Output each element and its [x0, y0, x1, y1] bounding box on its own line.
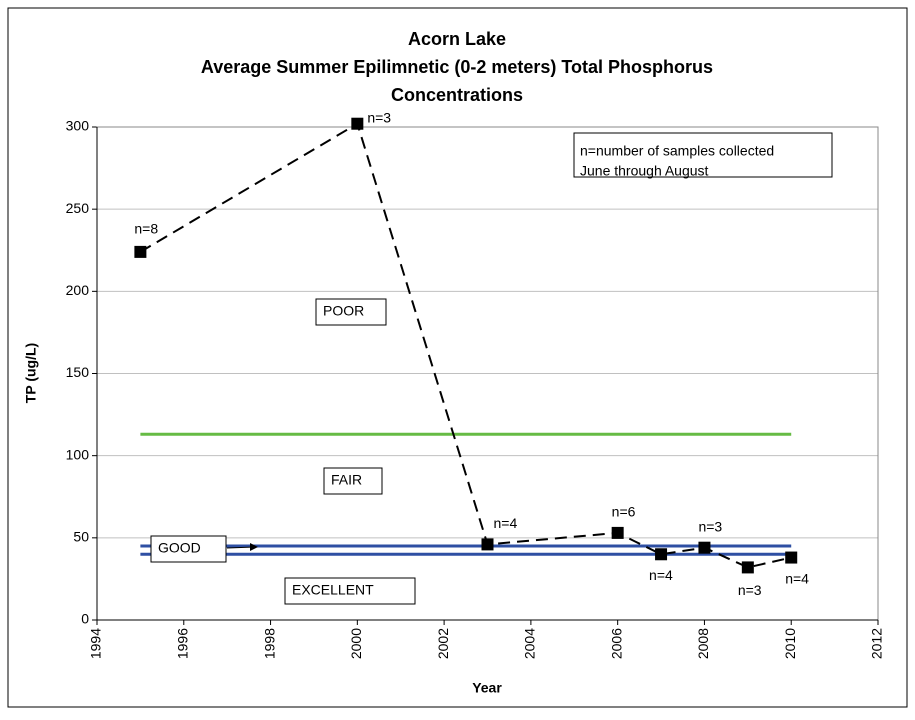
marker [481, 538, 494, 551]
x-tick-label: 2004 [522, 628, 538, 659]
y-tick-label: 50 [73, 529, 89, 545]
note: n=number of samples collected [580, 143, 774, 159]
chart-title: Average Summer Epilimnetic (0-2 meters) … [201, 57, 713, 77]
x-axis-title: Year [472, 680, 502, 696]
x-tick-label: 1996 [174, 628, 190, 659]
note-box [573, 132, 833, 178]
marker [741, 561, 754, 574]
marker [698, 541, 711, 554]
point-label: n=3 [698, 518, 722, 534]
point-label: n=3 [367, 109, 391, 125]
line [139, 122, 792, 569]
point-label: n=4 [649, 567, 673, 583]
x-tick-label: 2006 [608, 628, 624, 659]
y-tick-label: 200 [66, 282, 90, 298]
x-tick-label: 2010 [782, 628, 798, 659]
y-tick-label: 250 [66, 200, 90, 216]
point-label: n=3 [738, 582, 762, 598]
chart-title: Acorn Lake [408, 29, 506, 49]
zone-label: POOR [323, 303, 364, 319]
x-tick-label: 2000 [348, 628, 364, 659]
x-tick-label: 2012 [869, 628, 885, 659]
zone-label: EXCELLENT [292, 582, 374, 598]
x-tick-label: 2002 [435, 628, 451, 659]
zone-label: GOOD [158, 540, 201, 556]
y-tick-label: 0 [81, 611, 89, 627]
note: June through August [580, 163, 709, 179]
marker [655, 548, 668, 561]
x-tick-label: 2008 [695, 628, 711, 659]
frame [7, 7, 908, 708]
x-tick-label: 1994 [88, 628, 104, 659]
y-tick-label: 150 [66, 364, 90, 380]
point-label: n=6 [612, 504, 636, 520]
zone-label-box [315, 298, 387, 326]
zone-label-box [284, 577, 416, 605]
point-label: n=4 [785, 570, 809, 586]
y-tick-label: 100 [66, 446, 90, 462]
marker [134, 245, 147, 258]
marker [351, 117, 364, 130]
arrowhead [250, 543, 258, 551]
zone-label: FAIR [331, 472, 362, 488]
point-label: n=4 [494, 515, 518, 531]
x-tick-label: 1998 [261, 628, 277, 659]
chart-title: Concentrations [391, 85, 523, 105]
point-label: n=8 [134, 221, 158, 237]
y-tick-label: 300 [66, 118, 90, 134]
marker [611, 526, 624, 539]
zone-label-box [323, 467, 383, 495]
zone-label-box [150, 535, 227, 563]
y-axis-title: TP (ug/L) [23, 343, 39, 403]
marker [785, 551, 798, 564]
